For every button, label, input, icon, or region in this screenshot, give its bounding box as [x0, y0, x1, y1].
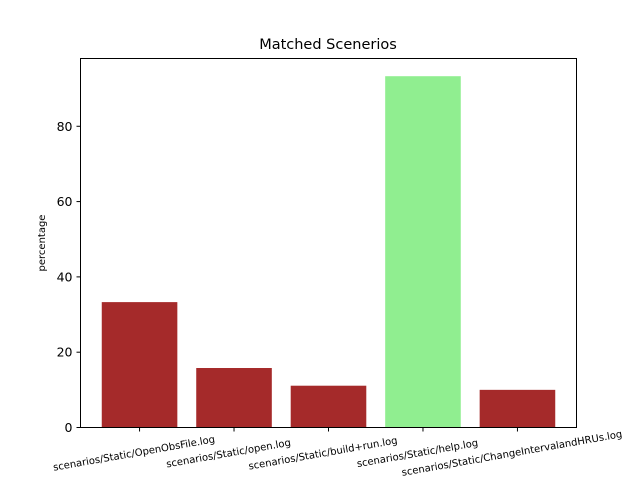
y-tick-label-1: 20 — [57, 345, 73, 360]
y-axis: 0 20 40 60 80 — [57, 119, 81, 435]
bar-4 — [479, 389, 556, 428]
y-axis-label: percentage — [37, 215, 48, 272]
plot-frame — [80, 58, 577, 428]
y-tick-label-4: 80 — [57, 119, 73, 134]
bar-1 — [196, 368, 272, 428]
bars-group — [101, 76, 556, 428]
y-tick-label-3: 60 — [57, 194, 73, 209]
bar-3 — [385, 76, 461, 428]
y-tick-label-0: 0 — [65, 420, 73, 435]
y-tick-label-2: 40 — [57, 269, 73, 284]
chart-title: Matched Scenerios — [259, 37, 397, 53]
bar-0 — [101, 302, 178, 428]
x-axis: scenarios/Static/OpenObsFile.logscenario… — [52, 427, 623, 479]
bar-2 — [290, 385, 367, 428]
